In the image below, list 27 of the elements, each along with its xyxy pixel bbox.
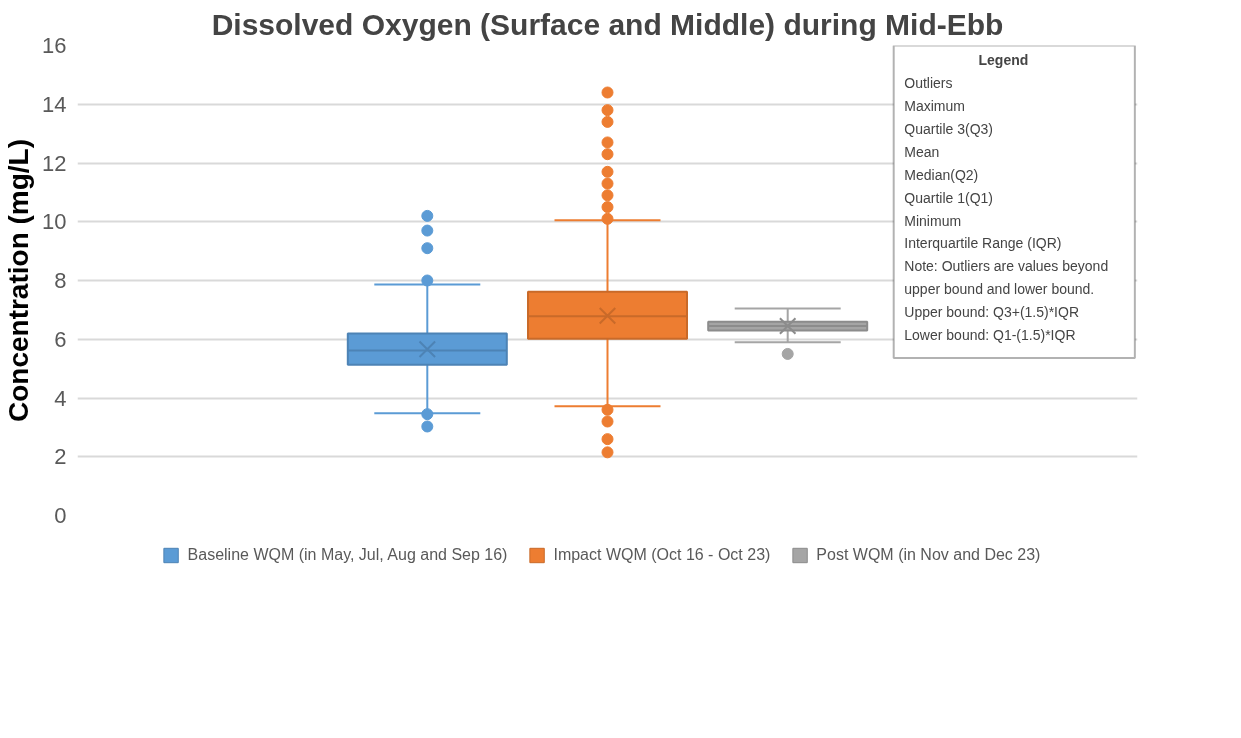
y-tick-label: 2 [54,444,67,470]
annotation: Legend [978,52,1029,69]
annotation: Lower bound: Q1-(1.5)*IQR [904,327,1076,344]
y-tick-label: 16 [42,33,67,58]
chart-title: Dissolved Oxygen (Surface and Middle) during Mid-Ebb [211,7,1004,41]
annotation: Median(Q2) [904,166,979,183]
y-tick-label: 10 [42,209,67,235]
y-tick-label: 0 [54,503,67,528]
legend-label: Baseline WQM (in May, Jul, Aug and Sep 16) [187,546,508,564]
legend-label: Impact WQM (Oct 16 - Oct 23) [553,546,771,564]
y-axis-title: Concentration (mg/L) [3,138,35,423]
annotation: Quartile 3(Q3) [904,120,993,137]
y-tick-label: 8 [54,268,67,293]
y-tick-label: 14 [42,91,67,117]
y-tick-label: 12 [42,150,67,176]
annotation: Interquartile Range (IQR) [904,235,1062,252]
annotation: Upper bound: Q3+(1.5)*IQR [904,304,1080,321]
annotation: Mean [904,143,940,160]
y-tick-label: 6 [54,326,67,352]
annotation: Note: Outliers are values beyond [904,258,1109,275]
y-tick-label: 4 [54,385,67,411]
annotation: Minimum [904,212,962,229]
annotation: Maximum [904,98,965,115]
annotation: Quartile 1(Q1) [904,189,993,206]
legend-label: Post WQM (in Nov and Dec 23) [816,546,1041,564]
annotation: Outliers [904,75,953,92]
annotation: upper bound and lower bound. [904,281,1095,298]
